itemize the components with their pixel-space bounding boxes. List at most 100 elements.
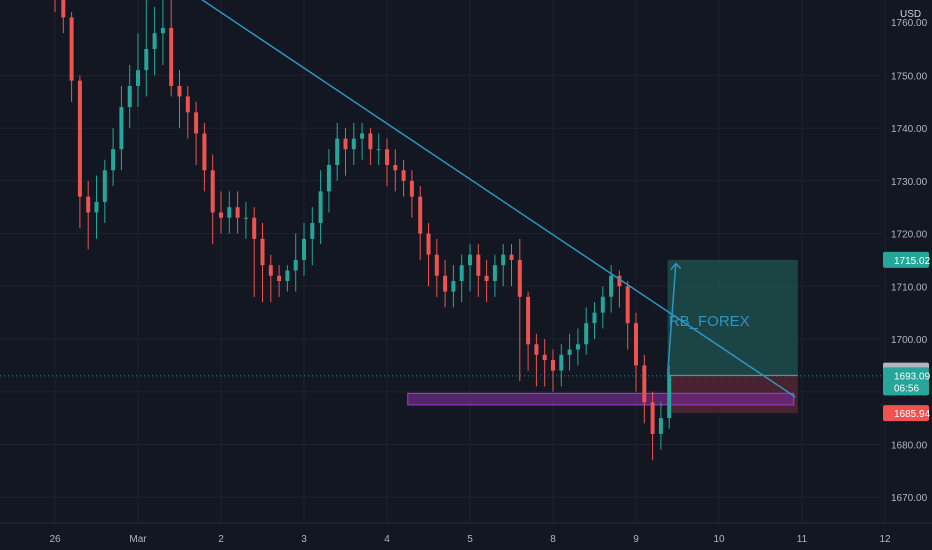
x-tick-label: 4 (384, 534, 390, 545)
stop-price-tag-bg (883, 405, 929, 422)
candle-body (326, 165, 331, 192)
projection-arrow-head[interactable] (670, 262, 682, 271)
rb-forex-annotation[interactable]: RB_FOREX (669, 313, 750, 330)
candle-body (385, 149, 389, 166)
trendline[interactable] (165, 0, 796, 398)
y-tick-label: 1670.00 (891, 493, 928, 504)
candle-body (534, 344, 539, 355)
candle-body (551, 360, 555, 371)
candle-body (409, 180, 414, 197)
y-tick-label: 1730.00 (891, 177, 928, 188)
x-tick-label: 3 (301, 534, 307, 545)
candle-body (252, 217, 257, 239)
candle-body (368, 133, 373, 150)
projection-arrow-line[interactable] (666, 263, 677, 376)
candle-series (54, 0, 672, 461)
candle-body (418, 196, 423, 234)
candle-body (343, 138, 348, 150)
drawing-zones[interactable] (407, 259, 798, 414)
y-tick-label: 1750.00 (891, 71, 928, 82)
candle-body (351, 138, 356, 150)
candle-body (136, 70, 140, 86)
candle-body (584, 323, 589, 345)
x-tick-label: 2 (218, 534, 224, 545)
candle-body (559, 354, 564, 371)
candle-body (219, 212, 223, 218)
candle-body (243, 217, 248, 219)
candle-body (609, 275, 614, 297)
x-tick-label: Mar (129, 534, 147, 545)
x-tick-label: 11 (797, 534, 808, 545)
candle-body (111, 149, 116, 171)
candle-body (492, 265, 497, 282)
target-zone[interactable] (667, 259, 798, 376)
candle-body (625, 286, 630, 324)
x-tick-label: 9 (633, 534, 639, 545)
candle-body (434, 254, 439, 276)
candle-body (667, 375, 672, 419)
candle-body (194, 112, 199, 134)
candle-body (185, 96, 190, 113)
y-tick-label: 1720.00 (891, 230, 928, 241)
x-tick-label: 12 (879, 534, 891, 545)
stop-price-tag: 1685.94 (894, 409, 931, 420)
candle-body (650, 402, 655, 434)
y-tick-label: 1700.00 (891, 335, 928, 346)
last-price-tag: 1693.09 (894, 371, 931, 382)
candle-body (293, 259, 298, 271)
candle-body (592, 312, 597, 324)
candle-body (567, 349, 572, 355)
x-tick-label: 5 (467, 534, 473, 545)
y-tick-label: 1740.00 (891, 124, 928, 135)
target-price-tag: 1715.02 (894, 256, 931, 267)
target-price-tag-bg (883, 251, 929, 268)
candle-body (476, 254, 481, 276)
candle-body (335, 138, 340, 166)
candle-body (542, 354, 547, 361)
candle-body (127, 85, 132, 108)
candle-body (227, 207, 232, 218)
y-tick-label-top: 1760.00 (891, 18, 928, 29)
candle-body (634, 323, 638, 366)
candle-body (393, 165, 398, 171)
currency-label[interactable]: USD (900, 9, 921, 20)
candle-body (658, 418, 663, 434)
candle-body (443, 275, 448, 292)
candle-body (160, 27, 165, 34)
candle-body (376, 149, 381, 151)
candle-body (94, 201, 99, 213)
candle-body (69, 17, 74, 81)
x-axis[interactable]: 26 Mar 2 3 4 5 8 9 10 11 12 (49, 534, 891, 545)
candle-body (285, 270, 290, 282)
candle-body (501, 254, 506, 266)
x-tick-label: 26 (49, 534, 61, 545)
candle-body (277, 275, 282, 282)
drawing-tools[interactable] (0, 0, 881, 398)
candle-body (119, 107, 124, 150)
candle-body (484, 275, 489, 282)
y-tick-label: 1680.00 (891, 440, 928, 451)
candle-body (468, 254, 472, 266)
candle-body (517, 259, 522, 297)
candle-body (177, 85, 182, 97)
candle-body (202, 133, 207, 171)
x-tick-label: 10 (713, 534, 725, 545)
candle-body (617, 275, 622, 287)
candle-body (260, 238, 265, 266)
candle-body (152, 33, 157, 50)
candle-body (426, 233, 431, 255)
last-price-tag-bg (883, 367, 929, 396)
candle-body (235, 207, 240, 218)
candle-body (61, 0, 66, 18)
candle-body (642, 365, 647, 403)
candle-body (360, 133, 365, 139)
candle-body (600, 296, 605, 313)
candle-body (318, 191, 323, 224)
candle-body (302, 238, 306, 260)
candle-body (102, 170, 107, 202)
candle-body (459, 265, 464, 282)
support-zone[interactable] (407, 392, 795, 406)
candle-body (575, 344, 580, 350)
